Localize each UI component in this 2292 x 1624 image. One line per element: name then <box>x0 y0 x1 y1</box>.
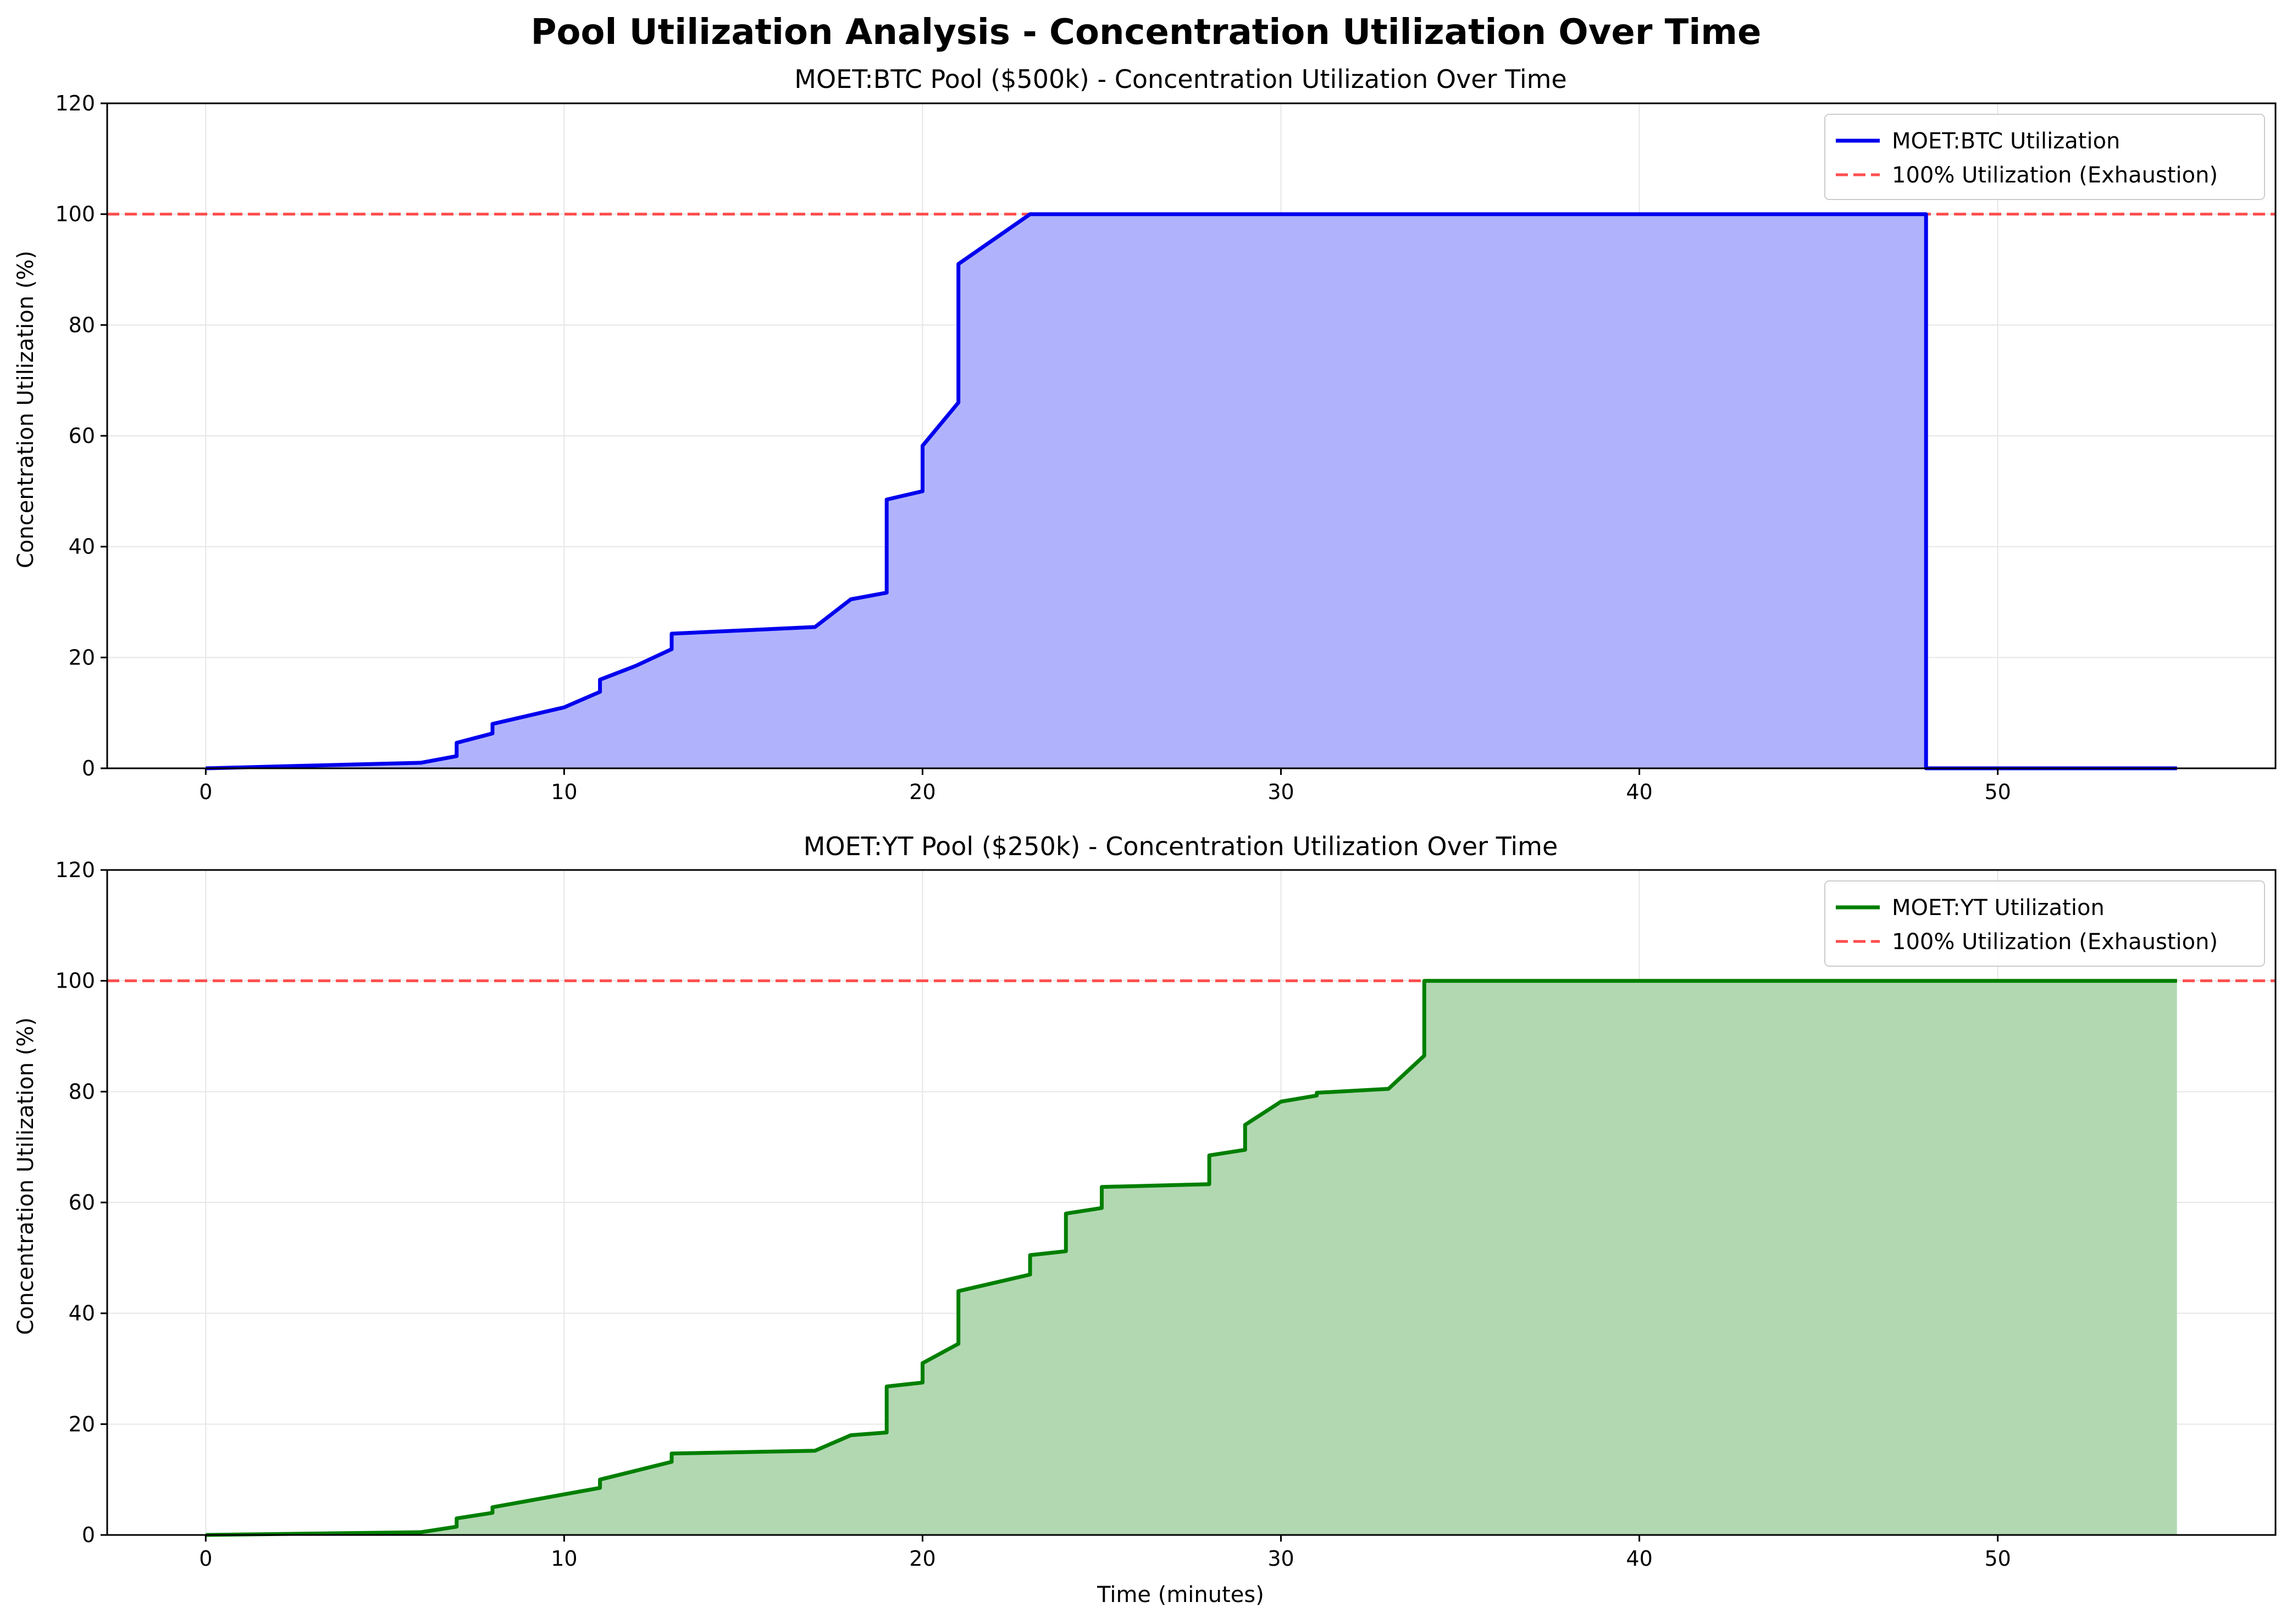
y-tick-label-yt-1: 20 <box>69 1412 95 1436</box>
y-tick-label-yt-0: 0 <box>82 1523 95 1547</box>
chart-title-yt: MOET:YT Pool ($250k) - Concentration Uti… <box>804 832 1558 861</box>
legend-label-reference-btc: 100% Utilization (Exhaustion) <box>1892 163 2218 188</box>
area-fill-btc <box>206 214 2177 768</box>
legend-label-series-yt: MOET:YT Utilization <box>1892 895 2105 921</box>
x-tick-label-btc-2: 20 <box>909 780 935 804</box>
x-tick-label-yt-2: 20 <box>909 1547 935 1571</box>
legend-box-btc <box>1824 114 2265 200</box>
y-tick-label-btc-0: 0 <box>82 756 95 780</box>
chart-panel-yt: MOET:YT Pool ($250k) - Concentration Uti… <box>13 832 2277 1608</box>
x-axis-label-yt: Time (minutes) <box>1097 1582 1264 1608</box>
x-tick-label-yt-4: 40 <box>1626 1547 1652 1571</box>
x-tick-label-btc-0: 0 <box>199 780 212 804</box>
y-tick-label-yt-2: 40 <box>69 1301 95 1326</box>
y-tick-label-btc-3: 60 <box>69 424 95 448</box>
x-tick-label-btc-1: 10 <box>551 780 577 804</box>
area-fill-yt <box>206 980 2177 1535</box>
y-tick-label-btc-5: 100 <box>55 202 95 226</box>
y-tick-label-btc-4: 80 <box>69 313 95 337</box>
y-tick-label-btc-6: 120 <box>55 91 95 115</box>
figure-suptitle: Pool Utilization Analysis - Concentratio… <box>531 12 1762 53</box>
legend-btc: MOET:BTC Utilization 100% Utilization (Ex… <box>1824 114 2265 200</box>
series-line-yt <box>206 979 2177 1537</box>
legend-box-yt <box>1824 880 2265 967</box>
y-tick-label-yt-3: 60 <box>69 1190 95 1215</box>
x-tick-label-yt-3: 30 <box>1267 1547 1294 1571</box>
legend-yt: MOET:YT Utilization 100% Utilization (Exh… <box>1824 880 2265 967</box>
y-tick-label-yt-5: 100 <box>55 969 95 993</box>
y-tick-label-yt-6: 120 <box>55 858 95 882</box>
series-line-btc <box>206 212 2177 771</box>
legend-label-series-btc: MOET:BTC Utilization <box>1892 129 2120 154</box>
chart-panel-btc: MOET:BTC Pool ($500k) - Concentration Ut… <box>13 64 2277 804</box>
x-tick-label-btc-3: 30 <box>1267 780 1294 804</box>
x-tick-label-yt-1: 10 <box>551 1547 577 1571</box>
y-tick-label-btc-1: 20 <box>69 645 95 669</box>
x-tick-label-yt-0: 0 <box>199 1547 212 1571</box>
x-tick-label-btc-5: 50 <box>1984 780 2011 804</box>
x-tick-label-btc-4: 40 <box>1626 780 1652 804</box>
y-tick-label-btc-2: 40 <box>69 535 95 559</box>
y-axis-label-yt: Concentration Utilization (%) <box>13 1017 38 1335</box>
y-tick-label-yt-4: 80 <box>69 1079 95 1104</box>
legend-label-reference-yt: 100% Utilization (Exhaustion) <box>1892 929 2218 955</box>
y-axis-label-btc: Concentration Utilization (%) <box>13 251 38 568</box>
chart-title-btc: MOET:BTC Pool ($500k) - Concentration Ut… <box>794 64 1566 94</box>
x-tick-label-yt-5: 50 <box>1984 1547 2011 1571</box>
